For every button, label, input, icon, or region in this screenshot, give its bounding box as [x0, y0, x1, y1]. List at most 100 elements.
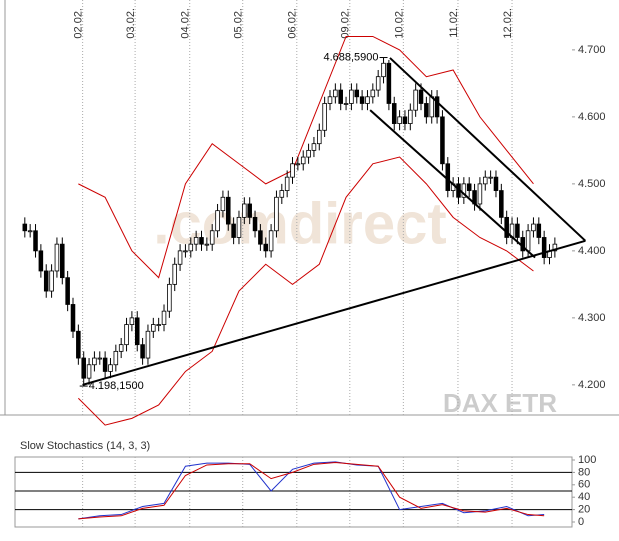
candle-body [54, 243, 60, 272]
candle-body [370, 89, 376, 98]
candle-body [274, 196, 279, 232]
candle-body [97, 357, 103, 360]
y-tick-label: 4.700 [578, 44, 606, 56]
candle-body [22, 223, 28, 232]
candle-body [477, 183, 483, 205]
candle-body [204, 243, 210, 246]
candle-body [242, 203, 247, 218]
candle-body [327, 96, 333, 104]
x-tick-label: 03.02. [125, 8, 137, 39]
candle-body [76, 330, 81, 359]
candle-body [161, 310, 167, 325]
y-tick-label: 4.300 [578, 312, 606, 324]
candle-body [317, 129, 322, 145]
candle-body [402, 116, 408, 124]
trend-line [369, 109, 536, 259]
x-tick-label: 09.02. [340, 8, 352, 39]
candle-body [156, 324, 161, 326]
trend-line [82, 239, 586, 386]
series-line [78, 461, 545, 520]
candle-body [429, 96, 434, 118]
x-tick-label: 06.02. [287, 8, 299, 39]
x-tick-label: 11.02. [448, 8, 460, 38]
candle-body [172, 263, 177, 285]
candle-body [151, 324, 156, 332]
candle-body [525, 230, 531, 252]
candle-body [386, 62, 392, 104]
candle-body [252, 216, 258, 232]
candle-body [424, 103, 429, 118]
candle-body [290, 163, 295, 178]
candle-body [499, 190, 504, 218]
candle-body [552, 243, 558, 252]
candle-body [504, 216, 509, 238]
candle-body [440, 116, 445, 165]
candle-body [279, 190, 285, 198]
candle-body [27, 230, 33, 233]
candle-body [482, 176, 488, 185]
candle-body [461, 183, 467, 198]
x-tick-label: 10.02. [393, 8, 405, 39]
y-tick-label: 4.200 [578, 379, 606, 391]
candle-body [268, 230, 274, 252]
candle-body [531, 223, 536, 232]
candle-body [365, 96, 370, 104]
candle-body [434, 96, 440, 118]
y-tick-label: 4.600 [578, 111, 606, 123]
y-tick-label: 0 [578, 516, 584, 528]
candle-body [225, 196, 231, 225]
y-tick-label: 4.400 [578, 245, 606, 257]
candle-body [199, 237, 204, 245]
panel-frame [14, 456, 573, 528]
candle-body [113, 350, 119, 366]
candle-body [145, 330, 151, 359]
candle-body [86, 364, 92, 379]
candle-body [215, 210, 220, 232]
candle-body [263, 243, 269, 252]
candle-body [397, 116, 402, 124]
candle-body [300, 156, 306, 165]
candle-body [247, 203, 252, 218]
y-tick-label: 80 [578, 466, 590, 478]
candle-body [129, 317, 135, 325]
y-tick-label: 4.500 [578, 178, 606, 190]
candle-body [124, 324, 129, 346]
candle-body [408, 109, 413, 124]
candle-body [108, 364, 113, 372]
watermark: .comdirect [153, 191, 446, 256]
candle-body [258, 230, 263, 245]
candle-body [295, 163, 301, 166]
candle-body [311, 143, 317, 151]
annotation-label: 4.688,5900 [323, 51, 378, 63]
candle-body [322, 103, 327, 131]
candle-body [418, 89, 424, 104]
candle-body [33, 230, 38, 252]
candle-body [381, 62, 386, 78]
candle-body [188, 243, 194, 252]
watermark-label: DAX ETR [443, 388, 557, 418]
band-line [78, 35, 534, 279]
candle-body [220, 196, 226, 212]
candle-body [391, 103, 397, 124]
candle-body [349, 89, 354, 104]
candle-body [118, 344, 124, 352]
candle-body [102, 357, 108, 372]
candle-body [183, 250, 188, 253]
band-line [77, 156, 534, 426]
x-tick-label: 05.02. [233, 8, 245, 39]
candle-body [209, 230, 215, 245]
candle-body [134, 317, 140, 346]
candle-body [338, 89, 343, 104]
candle-body [81, 357, 86, 379]
candle-body [167, 283, 172, 312]
candle-body [284, 176, 290, 191]
candle-body [49, 270, 54, 292]
candle-body [536, 223, 542, 238]
trend-line [389, 57, 587, 242]
candle-body [354, 89, 360, 98]
x-tick-label: 12.02. [502, 8, 514, 39]
y-tick-label: 100 [578, 454, 596, 466]
annotation-label: 4.198,1500 [89, 380, 144, 392]
candle-body [38, 250, 44, 272]
